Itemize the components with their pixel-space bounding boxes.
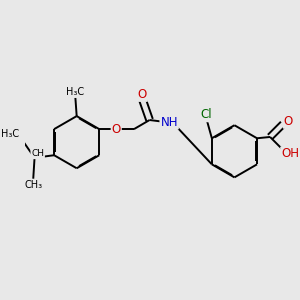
Text: Cl: Cl: [201, 108, 212, 121]
Text: O: O: [112, 123, 121, 136]
Text: CH₃: CH₃: [24, 180, 42, 190]
Text: CH: CH: [31, 149, 44, 158]
Text: H₃C: H₃C: [66, 87, 84, 97]
Text: H₃C: H₃C: [1, 129, 19, 140]
Text: O: O: [138, 88, 147, 101]
Text: OH: OH: [281, 147, 299, 161]
Text: O: O: [284, 115, 293, 128]
Text: NH: NH: [160, 116, 178, 129]
